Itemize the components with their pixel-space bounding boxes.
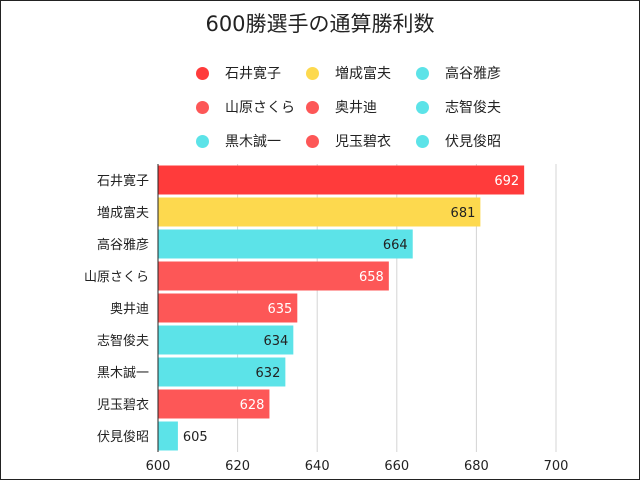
- data-label: 628: [240, 398, 265, 413]
- bar: [158, 357, 286, 387]
- legend-label: 石井寛子: [225, 66, 281, 82]
- legend-swatch: [306, 100, 319, 114]
- legend-swatch: [306, 66, 319, 80]
- category-label: 増成富夫: [97, 205, 149, 221]
- data-label: 632: [256, 366, 281, 381]
- legend-label: 児玉碧衣: [335, 134, 391, 150]
- data-label: 605: [183, 430, 208, 445]
- legend-swatch: [416, 134, 429, 148]
- legend-row: 石井寛子 増成富夫 高谷雅彦: [196, 56, 526, 90]
- legend-item: 黒木誠一: [196, 131, 306, 151]
- legend-swatch: [196, 100, 209, 114]
- x-tick-label: 660: [384, 459, 409, 474]
- legend-item: 増成富夫: [306, 63, 416, 83]
- x-tick-label: 700: [544, 459, 569, 474]
- category-label: 山原さくら: [84, 270, 149, 285]
- chart-legend: 石井寛子 増成富夫 高谷雅彦山原さくら 奥井迪 志智俊夫黒木誠一 児玉碧衣 伏見俊昭: [196, 56, 526, 158]
- bar: [158, 261, 389, 291]
- x-tick-label: 600: [146, 459, 171, 474]
- x-tick-label: 680: [464, 459, 489, 474]
- category-label: 黒木誠一: [97, 366, 149, 381]
- legend-item: 伏見俊昭: [416, 131, 526, 151]
- category-label: 伏見俊昭: [97, 430, 149, 445]
- legend-row: 山原さくら 奥井迪 志智俊夫: [196, 90, 526, 124]
- bar: [158, 293, 298, 323]
- category-label: 奥井迪: [110, 302, 149, 317]
- legend-swatch: [306, 134, 319, 148]
- legend-label: 黒木誠一: [225, 134, 281, 150]
- legend-label: 伏見俊昭: [445, 134, 501, 150]
- legend-item: 山原さくら: [196, 97, 306, 117]
- legend-label: 増成富夫: [335, 66, 391, 82]
- category-label: 石井寛子: [97, 173, 149, 189]
- category-label: 志智俊夫: [97, 334, 149, 349]
- legend-row: 黒木誠一 児玉碧衣 伏見俊昭: [196, 124, 526, 158]
- bar: [158, 421, 178, 451]
- chart-title: 600勝選手の通算勝利数: [205, 12, 435, 36]
- data-label: 681: [451, 206, 476, 221]
- data-label: 692: [494, 174, 519, 189]
- bar: [158, 325, 294, 355]
- legend-swatch: [196, 66, 209, 80]
- legend-item: 児玉碧衣: [306, 131, 416, 151]
- category-label: 児玉碧衣: [97, 397, 149, 413]
- data-label: 658: [359, 270, 384, 285]
- legend-swatch: [416, 66, 429, 80]
- bar: [158, 389, 270, 419]
- legend-item: 志智俊夫: [416, 97, 526, 117]
- x-tick-label: 640: [305, 459, 330, 474]
- bar: [158, 165, 525, 195]
- data-label: 634: [263, 334, 288, 349]
- legend-item: 奥井迪: [306, 97, 416, 117]
- legend-label: 山原さくら: [225, 100, 295, 116]
- legend-swatch: [196, 134, 209, 148]
- legend-item: 高谷雅彦: [416, 63, 526, 83]
- data-label: 664: [383, 238, 408, 253]
- legend-label: 志智俊夫: [445, 100, 501, 116]
- legend-label: 高谷雅彦: [445, 66, 501, 82]
- data-label: 635: [267, 302, 292, 317]
- bar: [158, 229, 413, 259]
- category-label: 高谷雅彦: [97, 237, 149, 253]
- legend-swatch: [416, 100, 429, 114]
- legend-label: 奥井迪: [335, 100, 377, 116]
- x-tick-label: 620: [225, 459, 250, 474]
- bar: [158, 197, 481, 227]
- legend-item: 石井寛子: [196, 63, 306, 83]
